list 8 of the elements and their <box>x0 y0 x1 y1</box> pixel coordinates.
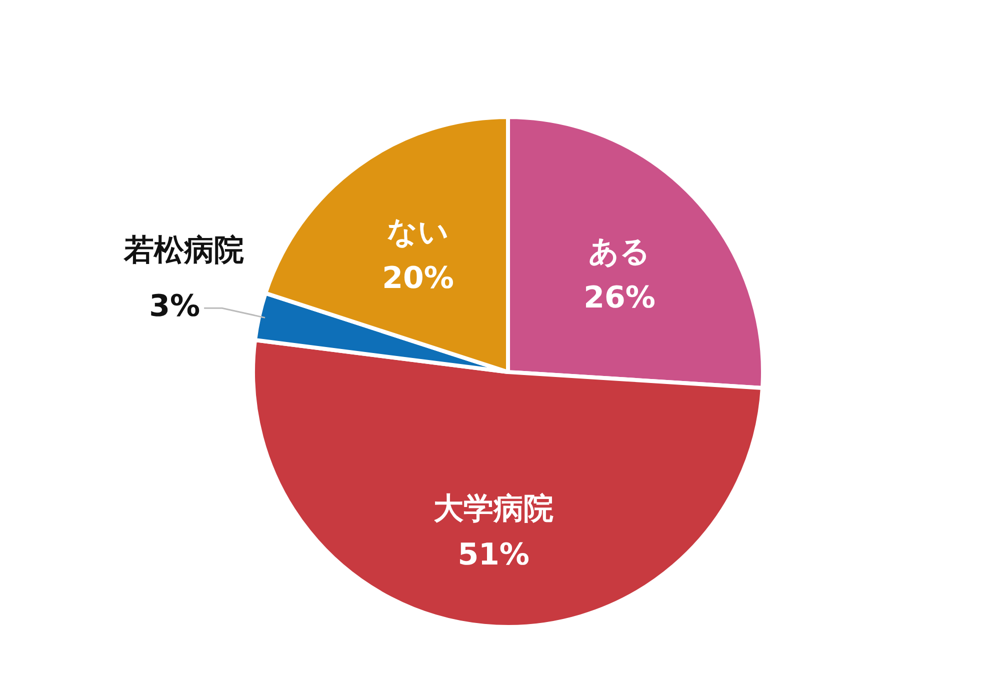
data-label: 51% <box>458 537 530 572</box>
slice-label: 若松病院 <box>123 233 244 268</box>
slice-label: ない <box>387 215 450 250</box>
slice-label: 大学病院 <box>434 491 554 526</box>
data-label: 26% <box>584 280 656 316</box>
slice-label: ある <box>588 234 651 270</box>
data-label: 20% <box>382 261 454 296</box>
data-label: 3% <box>149 289 200 324</box>
